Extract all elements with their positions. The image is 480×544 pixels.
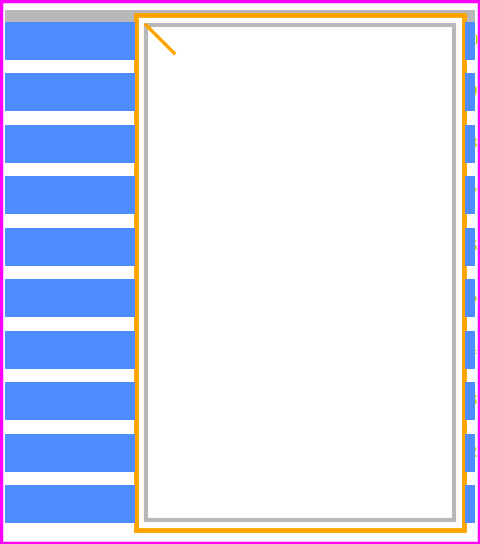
Bar <box>465 434 475 472</box>
Text: 14: 14 <box>461 343 479 357</box>
Text: 8: 8 <box>72 394 81 408</box>
Bar <box>465 125 475 163</box>
Text: 5: 5 <box>72 240 81 254</box>
Bar <box>465 228 475 266</box>
Bar <box>465 176 475 214</box>
Bar <box>5 22 135 60</box>
Text: 6: 6 <box>72 291 81 305</box>
Text: 4: 4 <box>72 188 81 202</box>
Bar <box>465 22 475 60</box>
Bar <box>5 279 135 317</box>
Bar <box>465 485 475 523</box>
Text: 15: 15 <box>461 291 478 305</box>
Bar <box>5 485 135 523</box>
Bar <box>5 10 475 22</box>
Bar <box>5 331 135 369</box>
Bar <box>5 228 135 266</box>
Bar <box>465 73 475 112</box>
Text: 3: 3 <box>72 137 81 151</box>
Text: 9: 9 <box>72 446 81 460</box>
Text: 13: 13 <box>461 394 478 408</box>
Text: 18: 18 <box>461 137 478 151</box>
Bar <box>136 15 464 530</box>
Text: 12: 12 <box>461 446 478 460</box>
Text: 16: 16 <box>461 240 478 254</box>
Text: 19: 19 <box>461 85 478 99</box>
Text: 20: 20 <box>461 34 478 48</box>
Text: 7: 7 <box>72 343 81 357</box>
Bar <box>465 382 475 421</box>
Bar <box>5 176 135 214</box>
Bar <box>465 279 475 317</box>
Text: 11: 11 <box>461 497 479 511</box>
Bar <box>146 25 454 520</box>
Text: 2: 2 <box>72 85 81 99</box>
Bar <box>5 125 135 163</box>
Bar <box>5 73 135 112</box>
Text: 1: 1 <box>72 34 81 48</box>
Bar <box>5 434 135 472</box>
Bar <box>5 382 135 421</box>
Bar <box>465 331 475 369</box>
Text: 17: 17 <box>461 188 479 202</box>
Text: 10: 10 <box>68 497 85 511</box>
